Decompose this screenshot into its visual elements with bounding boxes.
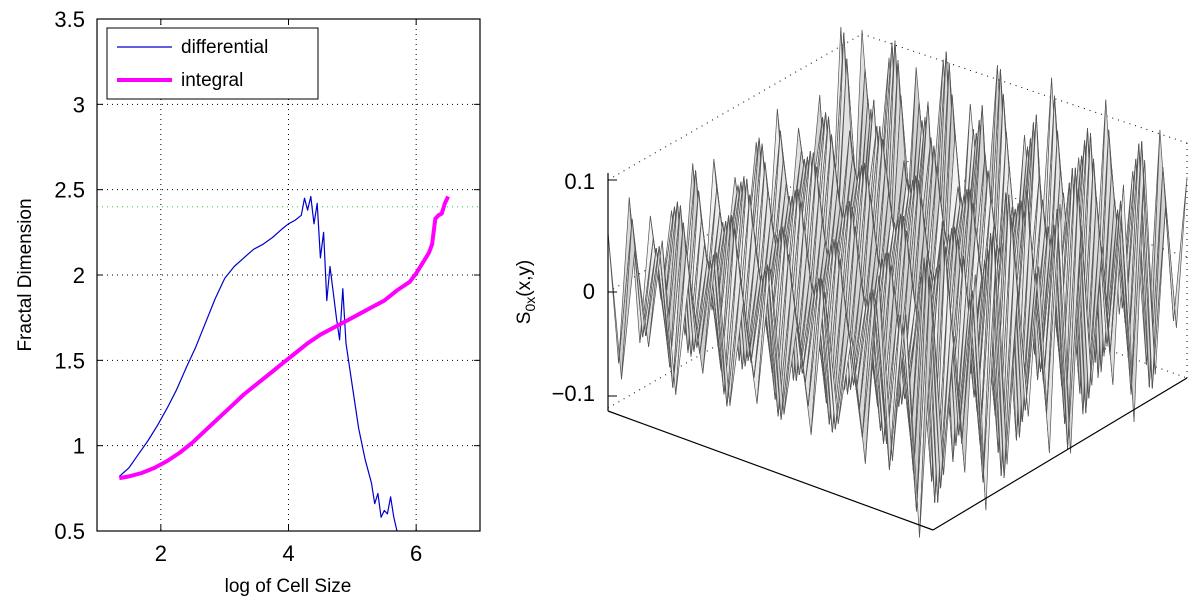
z-tick-label: 0: [583, 279, 595, 304]
legend: differential integral: [106, 27, 319, 100]
z-axis-label: S0x(x,y): [514, 260, 538, 324]
z-tick-label: 0.1: [564, 169, 595, 194]
legend-label-differential: differential: [181, 37, 268, 58]
legend-box: [106, 27, 319, 100]
line-chart: 2 4 6 0.5 1 1.5 2 2.5 3 3.5 log of Cell Size Frac…: [15, 7, 481, 597]
y-tick-label: 1: [73, 434, 85, 459]
z-tick-label: −0.1: [552, 381, 595, 406]
series-group: [118, 195, 450, 532]
y-tick-label: 3.5: [54, 7, 85, 32]
x-tick-label: 2: [155, 541, 167, 566]
y-tick-label: 2.5: [54, 178, 85, 203]
x-tick-label: 4: [282, 541, 294, 566]
tick-group: 2 4 6 0.5 1 1.5 2 2.5 3 3.5: [54, 7, 480, 566]
surface-facet: [1162, 167, 1188, 328]
series-line-integral: [118, 195, 450, 481]
legend-label-integral: integral: [181, 70, 243, 91]
series-line-differential: [118, 195, 398, 532]
y-axis-label: Fractal Dimension: [15, 198, 36, 351]
y-tick-label: 2: [73, 263, 85, 288]
y-tick-label: 1.5: [54, 348, 85, 373]
x-tick-label: 6: [410, 541, 422, 566]
surface-mesh: [607, 27, 1188, 538]
x-axis-label: log of Cell Size: [225, 576, 352, 597]
surface-plot: 0.1 0 −0.1 S0x(x,y): [514, 27, 1188, 538]
y-tick-label: 0.5: [54, 519, 85, 544]
y-tick-label: 3: [73, 92, 85, 117]
z-ticks: [608, 179, 617, 397]
